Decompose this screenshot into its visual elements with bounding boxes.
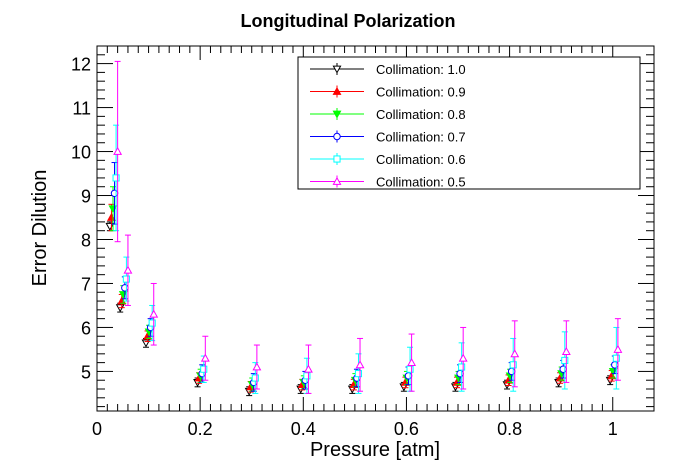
- series-6: [113, 60, 623, 394]
- y-tick-label: 10: [71, 143, 91, 163]
- data-point: [407, 357, 417, 367]
- legend-entry: Collimation: 0.5: [310, 175, 466, 190]
- data-point: [252, 362, 262, 371]
- legend-label: Collimation: 0.7: [376, 130, 466, 145]
- data-point: [148, 319, 156, 327]
- y-axis-label: Error Dilution: [29, 170, 51, 287]
- data-point: [559, 365, 567, 373]
- x-axis: 0 0.2 0.4 0.6 0.8 1: [92, 46, 618, 439]
- data-point: [611, 361, 619, 369]
- y-tick-label: 8: [81, 230, 91, 250]
- legend-box: [297, 56, 641, 190]
- data-point: [141, 339, 151, 348]
- series-layer: [105, 60, 623, 397]
- data-point: [612, 354, 620, 362]
- legend-label: Collimation: 0.6: [376, 152, 466, 167]
- x-tick-label: 0.6: [394, 419, 419, 439]
- data-point: [110, 189, 119, 198]
- legend-label: Collimation: 0.8: [376, 107, 466, 122]
- y-tick-label: 5: [81, 362, 91, 382]
- data-point: [121, 284, 129, 292]
- legend-entry: Collimation: 0.6: [310, 152, 466, 167]
- data-point: [456, 369, 464, 378]
- y-tick-label: 7: [81, 274, 91, 294]
- data-point: [108, 205, 118, 214]
- data-point: [200, 365, 208, 373]
- y-tick-label: 6: [81, 318, 91, 338]
- data-point: [113, 146, 123, 155]
- series-4: [110, 162, 619, 392]
- y-axis: 5 6 7 8 9 10 11 12: [71, 45, 654, 408]
- legend-label: Collimation: 0.9: [376, 85, 466, 100]
- data-point: [354, 370, 363, 378]
- data-point: [458, 353, 468, 362]
- data-point: [458, 363, 466, 371]
- x-axis-label: Pressure [atm]: [310, 439, 440, 461]
- data-point: [149, 309, 159, 318]
- data-point: [112, 174, 120, 182]
- data-point: [510, 349, 520, 358]
- legend-entry: Collimation: 0.8: [310, 107, 466, 122]
- legend-marker: [333, 155, 341, 163]
- legend-marker: [332, 110, 342, 119]
- x-tick-label: 0: [92, 419, 102, 439]
- legend-marker: [333, 132, 341, 141]
- data-point: [406, 365, 414, 373]
- data-point: [404, 372, 413, 380]
- legend-marker: [332, 176, 342, 185]
- y-tick-label: 12: [71, 55, 91, 75]
- data-point: [561, 356, 569, 364]
- data-point: [303, 372, 311, 380]
- legend: Collimation: 1.0 Collimation: 0.9 Collimat…: [297, 56, 641, 190]
- series-3: [108, 186, 618, 392]
- x-tick-label: 1: [608, 419, 618, 439]
- legend-marker: [332, 86, 342, 95]
- legend-entry: Collimation: 1.0: [310, 62, 466, 77]
- data-point: [613, 344, 623, 353]
- y-tick-label: 9: [81, 187, 91, 207]
- data-point: [106, 212, 116, 221]
- data-point: [561, 347, 571, 356]
- data-point: [304, 364, 313, 373]
- legend-entry: Collimation: 0.9: [310, 85, 466, 100]
- data-point: [507, 367, 516, 376]
- chart-title: Longitudinal Polarization: [241, 11, 456, 31]
- x-tick-label: 0.2: [188, 419, 213, 439]
- y-tick-label: 11: [72, 99, 91, 119]
- x-tick-label: 0.4: [291, 419, 316, 439]
- x-tick-label: 0.8: [497, 419, 522, 439]
- data-point: [509, 361, 517, 369]
- data-point: [200, 353, 210, 362]
- data-point: [122, 275, 130, 283]
- legend-label: Collimation: 0.5: [376, 175, 466, 190]
- legend-entry: Collimation: 0.7: [310, 130, 466, 145]
- data-point: [251, 374, 259, 382]
- data-point: [123, 265, 133, 274]
- legend-label: Collimation: 1.0: [376, 62, 466, 77]
- data-point: [355, 360, 365, 369]
- legend-marker: [332, 65, 342, 74]
